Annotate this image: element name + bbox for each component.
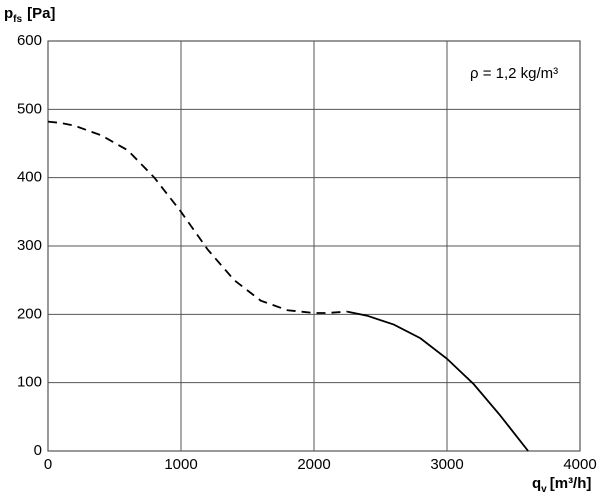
x-tick-label: 0 [44,456,52,473]
x-tick-label: 3000 [430,456,463,473]
y-tick-label: 100 [17,374,42,391]
plot-frame [47,40,581,452]
y-tick-label: 600 [17,32,42,49]
y-tick-label: 500 [17,100,42,117]
x-tick-label: 1000 [164,456,197,473]
x-tick-label: 4000 [563,456,596,473]
y-tick-label: 0 [34,442,42,459]
annotation: ρ = 1,2 kg/m³ [470,65,558,82]
x-tick-label: 2000 [297,456,330,473]
y-tick-label: 400 [17,169,42,186]
curve [47,120,348,314]
y-axis-label: pfs [Pa] [4,5,55,25]
curve [347,310,529,452]
x-axis-label: qv [m³/h] [532,475,591,495]
y-tick-label: 200 [17,305,42,322]
y-tick-label: 300 [17,237,42,254]
